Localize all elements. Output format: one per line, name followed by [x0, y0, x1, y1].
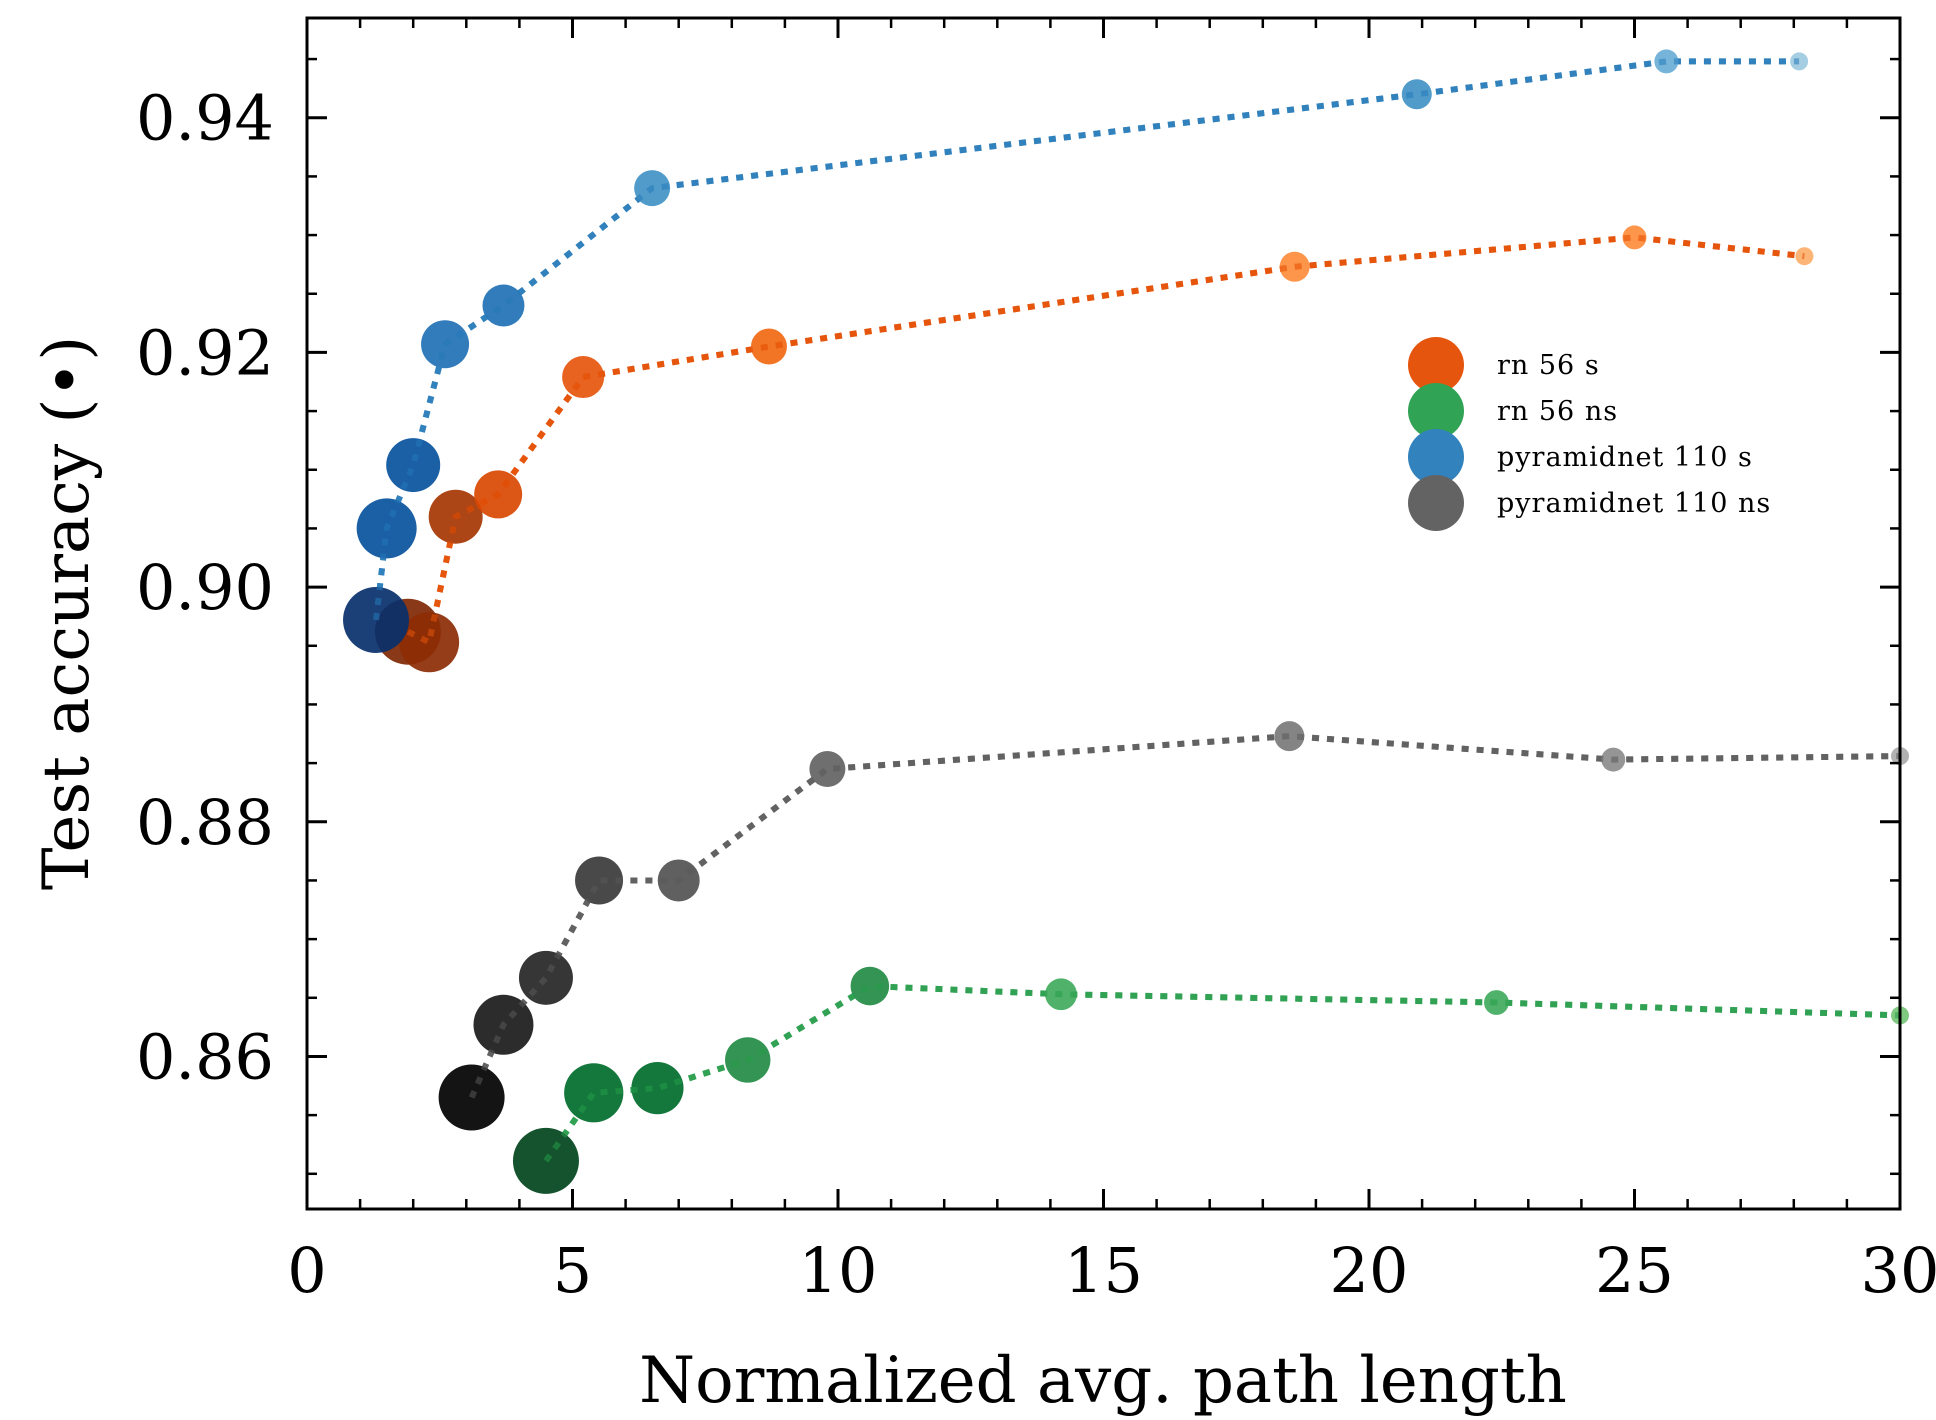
data-point [399, 612, 460, 673]
series-line-overlay [373, 58, 1800, 621]
y-tick-label: 0.92 [136, 316, 274, 389]
series-line-overlay [468, 733, 1901, 1099]
x-tick-label: 20 [1330, 1234, 1409, 1307]
data-point [1401, 79, 1432, 110]
data-point [564, 1063, 624, 1123]
y-tick-labels: 0.86 0.88 0.90 0.92 0.94 [136, 82, 274, 1094]
x-tick-label: 10 [799, 1234, 878, 1307]
axis-ticks [305, 18, 1902, 1209]
x-tick-label: 30 [1861, 1234, 1936, 1307]
x-axis-label: Normalized avg. path length [639, 1344, 1567, 1418]
data-point [562, 356, 605, 399]
series-line [373, 58, 1800, 621]
data-point [1274, 721, 1305, 752]
legend-marker [1408, 383, 1464, 439]
data-point [1795, 247, 1814, 266]
data-point [518, 950, 573, 1005]
series-line-overlay [406, 234, 1805, 647]
data-point [809, 750, 846, 787]
y-tick-label: 0.86 [136, 1020, 274, 1093]
legend-marker [1408, 337, 1464, 393]
y-tick-label: 0.94 [136, 82, 274, 155]
x-tick-label: 15 [1064, 1234, 1143, 1307]
legend-entry: rn 56 s [1497, 350, 1600, 381]
data-point [850, 966, 890, 1006]
x-tick-label: 5 [553, 1234, 592, 1307]
legend-marker [1408, 429, 1464, 485]
data-point [750, 328, 787, 365]
series-line-overlay [543, 983, 1901, 1163]
y-tick-label: 0.88 [136, 786, 274, 859]
data-point [386, 438, 441, 493]
x-tick-labels: 0 5 10 15 20 25 30 [287, 1234, 1936, 1307]
series-line [468, 733, 1901, 1099]
legend-entry: rn 56 ns [1497, 396, 1618, 427]
data-point [1279, 251, 1310, 282]
x-tick-label: 25 [1595, 1234, 1674, 1307]
legend-marker [1408, 475, 1464, 531]
data-point [1654, 49, 1679, 74]
x-tick-label: 0 [287, 1234, 326, 1307]
data-point [631, 1062, 684, 1115]
y-axis-label: Test accuracy (•) [30, 336, 104, 890]
legend: rn 56 s rn 56 ns pyramidnet 110 s pyramidne… [1408, 337, 1771, 531]
y-tick-label: 0.90 [136, 551, 274, 624]
legend-entry: pyramidnet 110 s [1497, 442, 1753, 473]
legend-entry: pyramidnet 110 ns [1497, 488, 1771, 519]
plot-frame [305, 16, 1902, 1211]
data-point [1622, 225, 1647, 250]
data-points [343, 49, 1909, 1194]
data-point [575, 856, 624, 905]
data-point [482, 284, 525, 327]
